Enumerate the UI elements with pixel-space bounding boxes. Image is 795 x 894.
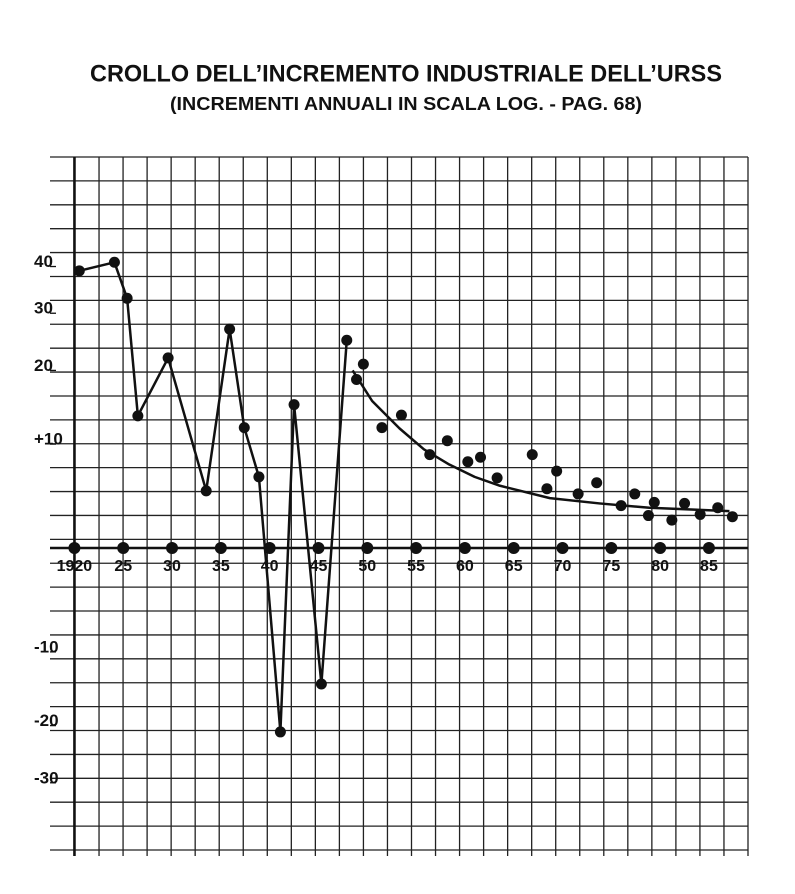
x-tick-dot — [166, 542, 179, 555]
x-tick-label: 70 — [554, 558, 572, 575]
data-point — [238, 422, 250, 434]
data-point — [572, 488, 584, 500]
data-point — [376, 422, 388, 434]
data-point — [357, 358, 369, 370]
y-tick-label: -30 — [34, 768, 59, 787]
x-tick-label: 35 — [212, 558, 230, 575]
x-tick-dot — [507, 542, 520, 555]
x-tick-dot — [410, 542, 423, 555]
data-point — [200, 485, 212, 497]
data-point — [288, 399, 300, 411]
data-point — [462, 456, 474, 468]
data-point — [253, 471, 265, 483]
data-point — [726, 511, 738, 523]
data-point — [591, 477, 603, 489]
x-tick-dot — [312, 542, 325, 555]
x-tick-label: 60 — [456, 558, 474, 575]
x-tick-dot — [458, 542, 471, 555]
x-tick-label: 45 — [310, 558, 328, 575]
y-tick-label: 20 — [34, 356, 53, 375]
x-tick-label: 1920 — [57, 558, 93, 575]
y-tick-label: 40 — [34, 252, 53, 271]
data-point — [541, 483, 553, 495]
data-point — [73, 265, 85, 277]
y-tick-label: -10 — [34, 637, 59, 656]
data-point — [551, 465, 563, 477]
x-tick-label: 85 — [700, 558, 718, 575]
x-tick-label: 30 — [163, 558, 181, 575]
data-point — [121, 292, 133, 304]
series-line — [351, 369, 730, 513]
x-tick-label: 40 — [261, 558, 279, 575]
data-point — [642, 510, 654, 522]
x-tick-dot — [556, 542, 569, 555]
y-tick-label: +10 — [34, 430, 63, 449]
data-point — [441, 435, 453, 447]
y-tick-label: -20 — [34, 711, 59, 730]
x-tick-label: 75 — [602, 558, 620, 575]
data-point — [526, 449, 538, 461]
x-tick-dot — [214, 542, 227, 555]
data-point — [694, 508, 706, 520]
y-tick-label: 30 — [34, 299, 53, 318]
x-tick-label: 25 — [114, 558, 132, 575]
data-point — [132, 410, 144, 422]
x-tick-dot — [605, 542, 618, 555]
x-tick-dot — [68, 542, 81, 555]
x-tick-label: 65 — [505, 558, 523, 575]
x-tick-label: 50 — [358, 558, 376, 575]
x-tick-dot — [361, 542, 374, 555]
data-point — [341, 334, 353, 346]
x-tick-dot — [263, 542, 276, 555]
data-point — [162, 352, 174, 364]
data-point — [274, 726, 286, 738]
data-point — [648, 496, 660, 508]
x-tick-dot — [654, 542, 667, 555]
data-point — [108, 256, 120, 268]
data-point — [679, 497, 691, 509]
x-tick-label: 80 — [651, 558, 669, 575]
data-point — [224, 323, 236, 335]
data-point — [666, 514, 678, 526]
chart-title: CROLLO DELL’INCREMENTO INDUSTRIALE DELL’… — [90, 60, 722, 87]
data-point — [315, 678, 327, 690]
data-point — [475, 451, 487, 463]
series-line — [78, 261, 349, 734]
x-tick-label: 55 — [407, 558, 425, 575]
x-tick-dot — [117, 542, 130, 555]
data-point — [629, 488, 641, 500]
x-tick-dot — [702, 542, 715, 555]
chart-subtitle: (INCREMENTI ANNUALI IN SCALA LOG. - PAG.… — [170, 94, 642, 114]
data-point — [491, 472, 503, 484]
data-point — [395, 409, 407, 421]
